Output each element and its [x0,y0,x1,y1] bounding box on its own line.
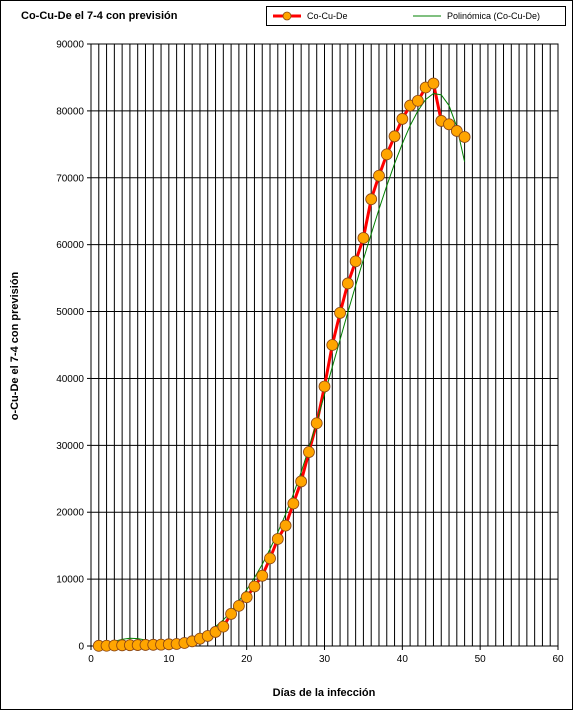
legend-label-polinomica: Polinómica (Co-Cu-De) [447,11,541,21]
legend-entry-polinomica: Polinómica (Co-Cu-De) [411,10,563,22]
y-tick-label: 50000 [56,307,84,318]
data-point-cocude [373,169,385,182]
data-point-cocude [264,552,276,565]
data-point-cocude [295,475,308,488]
data-point-cocude [334,306,346,319]
x-tick-label: 30 [319,654,331,665]
data-point-cocude [458,131,471,143]
data-point-cocude [341,277,354,290]
data-point-cocude [380,148,393,161]
data-point-cocude [271,533,284,545]
data-point-cocude [318,380,331,393]
data-point-cocude [287,497,300,510]
legend-swatch-cocude [273,11,301,21]
y-tick-label: 90000 [56,40,84,51]
legend-label-cocude: Co-Cu-De [307,11,348,21]
legend-entry-cocude: Co-Cu-De [271,10,411,22]
data-point-cocude [225,607,238,620]
data-point-cocude [365,193,378,206]
x-axis-title: Días de la infección [272,687,376,699]
data-point-cocude [443,118,455,131]
x-tick-label: 50 [475,654,487,665]
y-tick-label: 40000 [56,374,84,385]
y-tick-label: 20000 [56,508,84,519]
data-point-cocude [232,599,245,612]
data-point-cocude [396,113,409,125]
x-tick-label: 10 [163,654,175,665]
x-tick-label: 0 [88,654,94,665]
data-point-cocude [326,339,339,351]
chart-title: Co-Cu-De el 7-4 con previsión [21,10,178,22]
y-tick-label: 30000 [56,441,84,452]
data-point-cocude [450,125,463,137]
legend-swatch-polinomica [413,15,441,17]
y-tick-label: 0 [78,642,84,653]
data-point-cocude [240,591,253,604]
data-point-cocude [388,130,401,143]
data-point-cocude [279,519,292,532]
y-tick-label: 10000 [56,575,84,586]
x-tick-label: 40 [397,654,409,665]
data-point-cocude [357,232,370,244]
data-point-cocude [411,94,424,107]
y-tick-label: 80000 [56,106,84,117]
data-point-cocude [349,255,362,268]
data-point-cocude [256,569,269,582]
x-tick-label: 60 [552,654,564,665]
data-point-cocude [217,620,230,633]
x-tick-label: 20 [241,654,253,665]
y-tick-label: 70000 [56,173,84,184]
data-point-cocude [427,77,440,90]
legend: Co-Cu-De Polinómica (Co-Cu-De) [266,6,566,26]
data-point-cocude [303,446,315,458]
y-tick-label: 60000 [56,240,84,251]
data-point-cocude [310,417,323,430]
data-point-cocude [248,580,261,593]
